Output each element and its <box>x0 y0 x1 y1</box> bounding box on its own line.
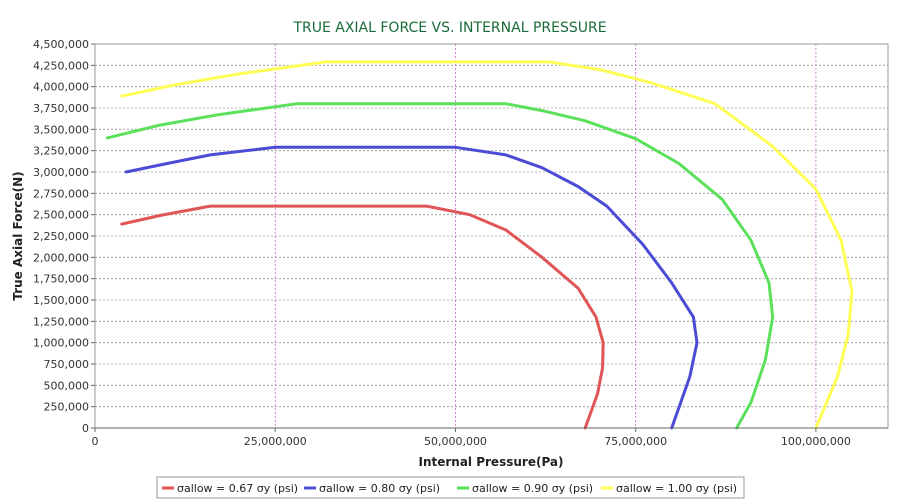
y-axis-label: True Axial Force(N) <box>11 171 25 300</box>
legend-label-3: σallow = 0.90 σy (psi) <box>472 482 593 495</box>
y-tick-label: 2,000,000 <box>33 251 89 264</box>
y-tick-label: 2,500,000 <box>33 209 89 222</box>
legend-box <box>156 476 745 499</box>
y-tick-label: 3,000,000 <box>33 166 89 179</box>
x-tick-labels: 0 25,000,000 50,000,000 75,000,000 100,000,0… <box>92 428 851 448</box>
y-tick-label: 2,250,000 <box>33 230 89 243</box>
chart-title: TRUE AXIAL FORCE VS. INTERNAL PRESSURE <box>292 20 606 36</box>
y-tick-label: 2,750,000 <box>33 187 89 200</box>
y-tick-label: 1,250,000 <box>33 315 89 328</box>
y-tick-label: 1,750,000 <box>33 273 89 286</box>
x-axis-label: Internal Pressure(Pa) <box>418 455 563 469</box>
y-tick-label: 1,500,000 <box>33 294 89 307</box>
x-tick-label: 0 <box>92 435 99 448</box>
x-tick-label: 50,000,000 <box>424 435 487 448</box>
series-line-3 <box>105 102 775 430</box>
x-tick-label: 25,000,000 <box>244 435 307 448</box>
series-line-4 <box>120 60 854 430</box>
horizontal-gridlines <box>95 43 888 408</box>
y-tick-label: 4,500,000 <box>33 38 89 51</box>
y-tick-label: 0 <box>82 422 89 435</box>
y-tick-labels: 0 250,000 500,000 750,000 1,000,000 1,250,000… <box>33 38 95 435</box>
series-line-1 <box>120 204 605 430</box>
x-tick-label: 75,000,000 <box>604 435 667 448</box>
legend-label-1: σallow = 0.67 σy (psi) <box>177 482 298 495</box>
y-tick-label: 4,000,000 <box>33 81 89 94</box>
y-tick-label: 500,000 <box>44 379 90 392</box>
y-tick-label: 3,250,000 <box>33 145 89 158</box>
y-tick-label: 3,750,000 <box>33 102 89 115</box>
y-tick-label: 750,000 <box>44 358 90 371</box>
legend-label-2: σallow = 0.80 σy (psi) <box>319 482 440 495</box>
y-tick-label: 250,000 <box>44 401 90 414</box>
x-tick-label: 100,000,000 <box>781 435 851 448</box>
series-line-2 <box>124 145 699 430</box>
y-tick-label: 1,000,000 <box>33 337 89 350</box>
legend: σallow = 0.67 σy (psi) σallow = 0.80 σy (… <box>162 482 737 495</box>
y-tick-label: 3,500,000 <box>33 123 89 136</box>
y-tick-label: 4,250,000 <box>33 59 89 72</box>
legend-label-4: σallow = 1.00 σy (psi) <box>616 482 737 495</box>
series-lines <box>105 60 854 430</box>
